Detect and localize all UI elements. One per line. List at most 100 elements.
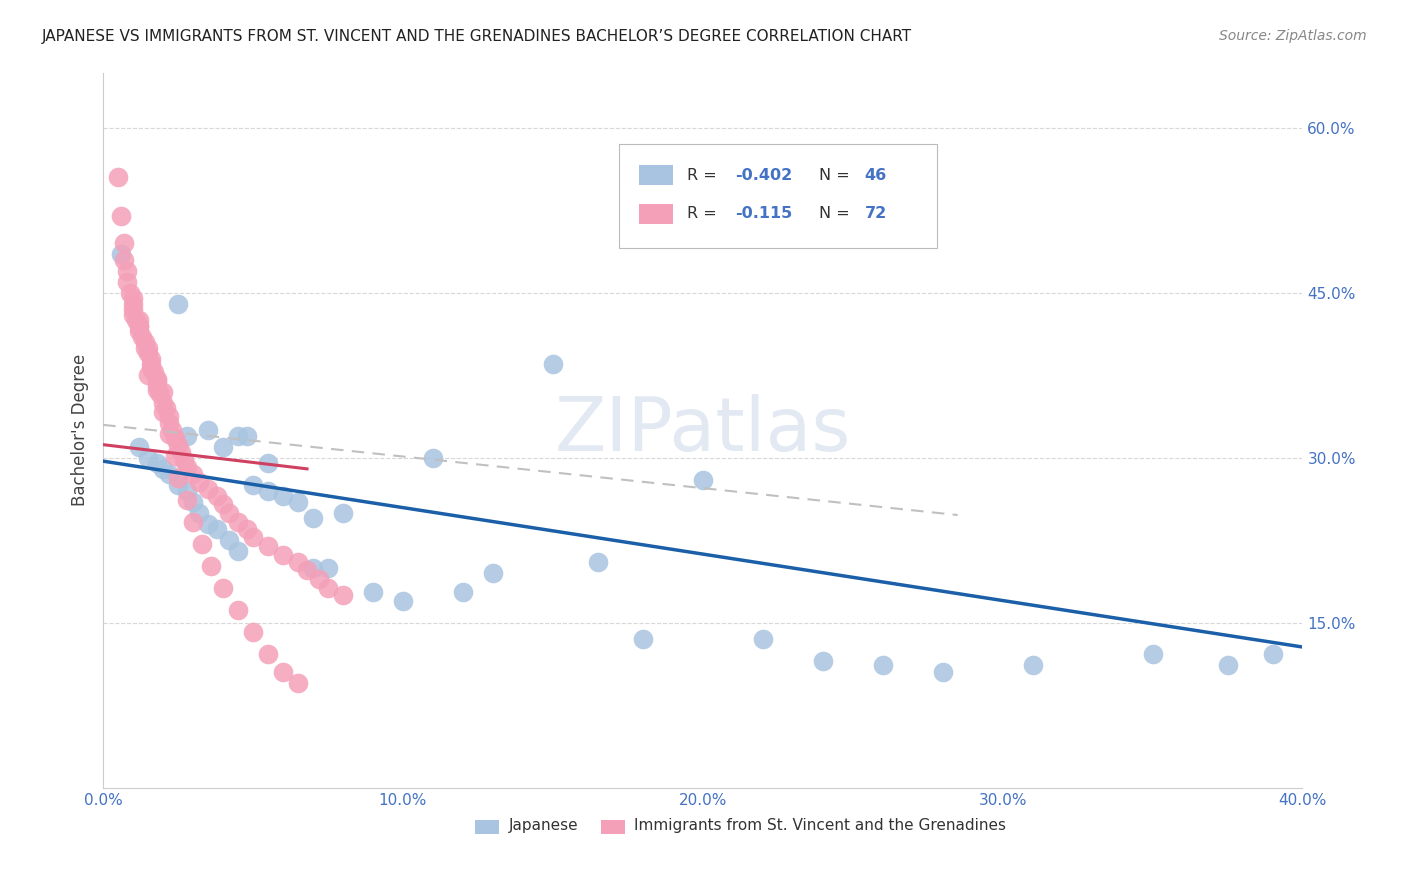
Point — [131, 330, 153, 344]
Point — [586, 555, 609, 569]
Point — [176, 429, 198, 443]
Point — [122, 308, 145, 322]
Point — [152, 396, 174, 410]
Point — [152, 405, 174, 419]
Point — [392, 594, 415, 608]
Point — [200, 558, 222, 573]
Point — [236, 522, 259, 536]
Point — [422, 450, 444, 465]
Point — [139, 360, 162, 375]
Point — [125, 313, 148, 327]
Point — [226, 515, 249, 529]
Point — [226, 544, 249, 558]
Point — [134, 335, 156, 350]
Point — [308, 572, 330, 586]
Point — [128, 313, 150, 327]
Point — [1142, 647, 1164, 661]
Point — [257, 647, 280, 661]
Bar — [475, 820, 499, 834]
Point — [482, 566, 505, 581]
Point — [181, 467, 204, 482]
Point — [271, 548, 294, 562]
Text: R =: R = — [688, 206, 727, 221]
Point — [128, 318, 150, 333]
Point — [165, 431, 187, 445]
Point — [316, 581, 339, 595]
Point — [205, 489, 228, 503]
Point — [110, 247, 132, 261]
Text: Japanese: Japanese — [509, 818, 578, 833]
Point — [188, 475, 211, 489]
Point — [811, 654, 834, 668]
Point — [143, 365, 166, 379]
Point — [136, 341, 159, 355]
Point — [167, 438, 190, 452]
Point — [122, 297, 145, 311]
Point — [1216, 657, 1239, 672]
Point — [451, 585, 474, 599]
Point — [692, 473, 714, 487]
Point — [226, 602, 249, 616]
Point — [157, 426, 180, 441]
Point — [872, 657, 894, 672]
Point — [136, 368, 159, 383]
Text: -0.402: -0.402 — [735, 168, 793, 183]
Point — [1261, 647, 1284, 661]
Point — [361, 585, 384, 599]
Point — [631, 632, 654, 647]
Point — [257, 539, 280, 553]
Point — [115, 264, 138, 278]
Point — [146, 383, 169, 397]
Point — [139, 351, 162, 366]
Point — [302, 561, 325, 575]
Point — [136, 450, 159, 465]
Bar — [640, 165, 673, 186]
Point — [316, 561, 339, 575]
Point — [115, 275, 138, 289]
Bar — [640, 203, 673, 224]
Point — [197, 423, 219, 437]
Point — [176, 492, 198, 507]
Point — [146, 372, 169, 386]
Point — [122, 292, 145, 306]
Text: ZIPatlas: ZIPatlas — [554, 394, 851, 467]
Point — [176, 459, 198, 474]
Point — [152, 384, 174, 399]
Point — [302, 511, 325, 525]
Point — [236, 429, 259, 443]
Point — [146, 379, 169, 393]
Text: N =: N = — [820, 168, 855, 183]
Point — [173, 453, 195, 467]
Point — [271, 665, 294, 680]
Point — [242, 624, 264, 639]
Point — [112, 252, 135, 267]
Text: 46: 46 — [865, 168, 887, 183]
Point — [160, 423, 183, 437]
Point — [157, 409, 180, 423]
Point — [149, 387, 172, 401]
Point — [157, 416, 180, 430]
Point — [155, 401, 177, 416]
Text: N =: N = — [820, 206, 855, 221]
Point — [287, 495, 309, 509]
Point — [128, 440, 150, 454]
Y-axis label: Bachelor's Degree: Bachelor's Degree — [72, 354, 89, 507]
Point — [120, 285, 142, 300]
Point — [212, 581, 235, 595]
Point — [541, 358, 564, 372]
Point — [176, 483, 198, 498]
Point — [242, 478, 264, 492]
Point — [152, 462, 174, 476]
Point — [287, 555, 309, 569]
Point — [170, 445, 193, 459]
Text: R =: R = — [688, 168, 723, 183]
Point — [165, 449, 187, 463]
Point — [181, 495, 204, 509]
Point — [218, 533, 240, 548]
Text: Immigrants from St. Vincent and the Grenadines: Immigrants from St. Vincent and the Gren… — [634, 818, 1007, 833]
Point — [139, 358, 162, 372]
Point — [226, 429, 249, 443]
Point — [197, 482, 219, 496]
Point — [112, 236, 135, 251]
Point — [167, 470, 190, 484]
